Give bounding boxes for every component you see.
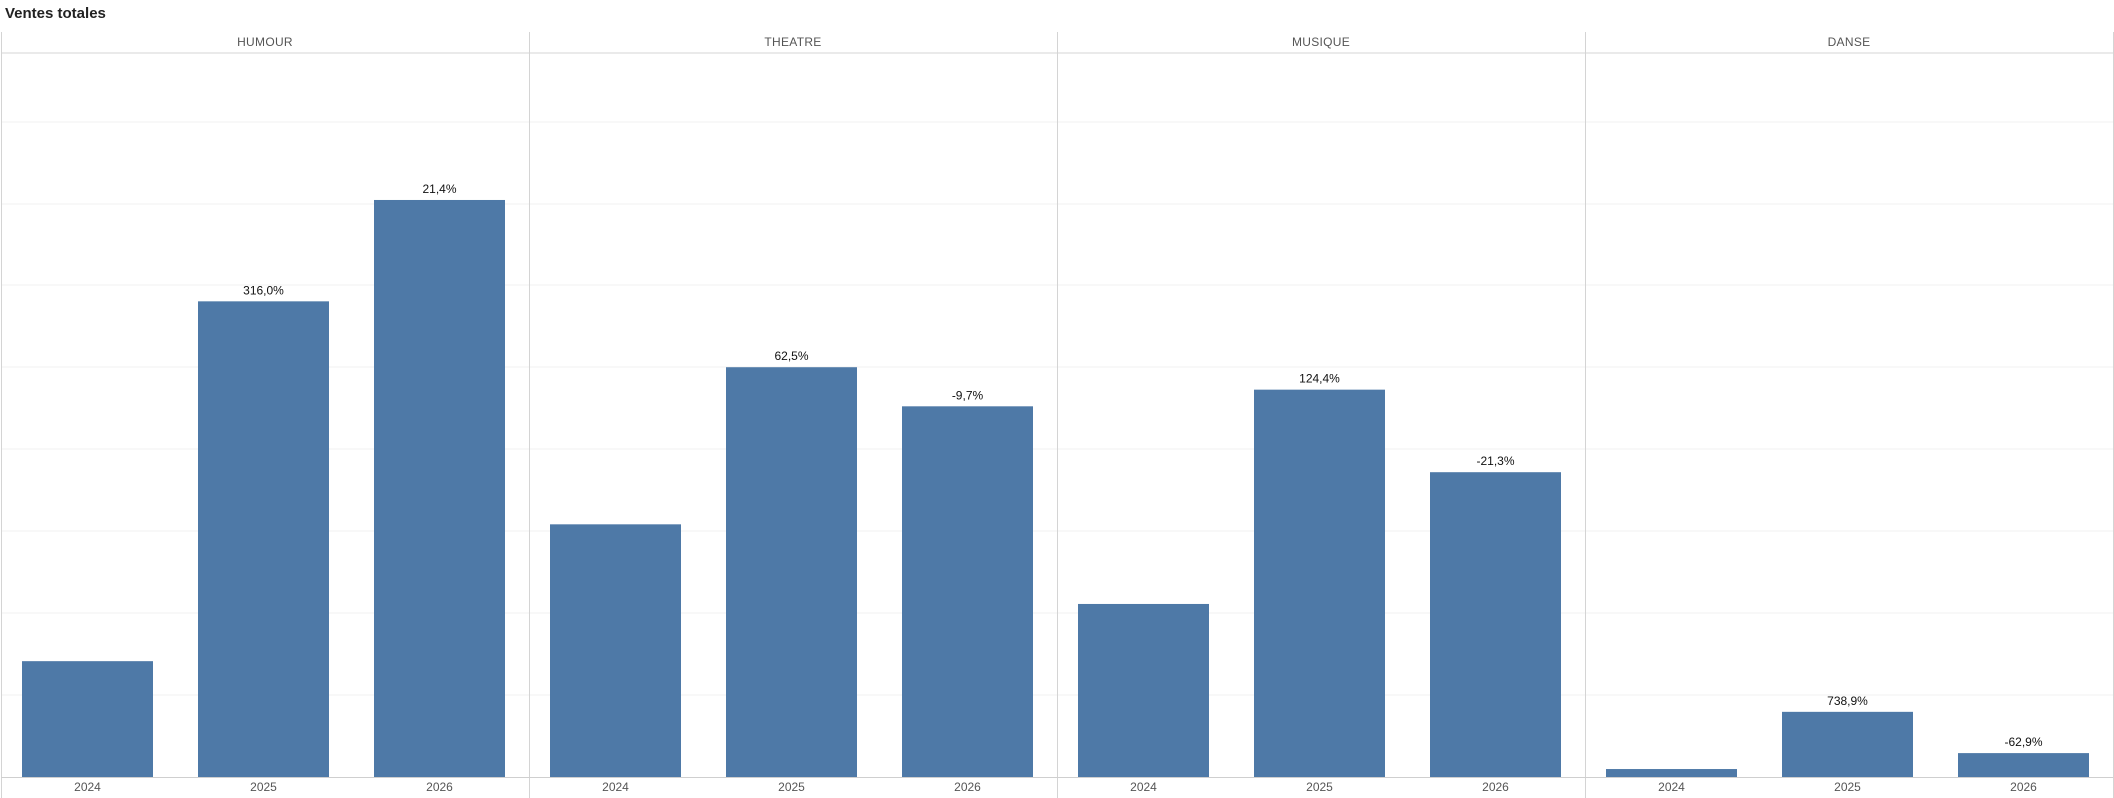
bar bbox=[902, 406, 1033, 777]
data-label: 124,4% bbox=[1299, 372, 1340, 386]
data-label: 738,9% bbox=[1827, 694, 1868, 708]
bar bbox=[1430, 472, 1561, 777]
x-tick-label: 2024 bbox=[1130, 780, 1157, 794]
x-tick-label: 2024 bbox=[74, 780, 101, 794]
x-tick-label: 2026 bbox=[426, 780, 453, 794]
x-tick-label: 2026 bbox=[954, 780, 981, 794]
x-tick-label: 2025 bbox=[1306, 780, 1333, 794]
data-label: 21,4% bbox=[422, 182, 456, 196]
panel-danse: DANSE 2024 738,9% 2025 -62,9% 2026 bbox=[1606, 35, 2089, 794]
bar bbox=[550, 524, 681, 777]
panel-humour: HUMOUR 2024 316,0% 2025 21,4% 2026 bbox=[22, 35, 505, 794]
chart-title: Ventes totales bbox=[5, 5, 106, 22]
bar bbox=[1782, 711, 1913, 777]
category-header: THEATRE bbox=[764, 35, 821, 49]
bar bbox=[22, 661, 153, 777]
bar bbox=[1254, 389, 1385, 777]
bar bbox=[198, 301, 329, 777]
x-tick-label: 2026 bbox=[2010, 780, 2037, 794]
x-tick-label: 2024 bbox=[1658, 780, 1685, 794]
x-tick-label: 2025 bbox=[250, 780, 277, 794]
bar bbox=[1958, 753, 2089, 777]
x-tick-label: 2026 bbox=[1482, 780, 1509, 794]
category-header: HUMOUR bbox=[237, 35, 293, 49]
data-label: -21,3% bbox=[1476, 454, 1514, 468]
bar bbox=[726, 367, 857, 777]
x-tick-label: 2025 bbox=[1834, 780, 1861, 794]
x-tick-label: 2025 bbox=[778, 780, 805, 794]
panel-musique: MUSIQUE 2024 124,4% 2025 -21,3% 2026 bbox=[1078, 35, 1561, 794]
bar bbox=[1078, 603, 1209, 777]
x-tick-label: 2024 bbox=[602, 780, 629, 794]
panel-theatre: THEATRE 2024 62,5% 2025 -9,7% 2026 bbox=[550, 35, 1033, 794]
data-label: 62,5% bbox=[774, 349, 808, 363]
category-header: MUSIQUE bbox=[1292, 35, 1350, 49]
bar bbox=[1606, 769, 1737, 777]
data-label: 316,0% bbox=[243, 283, 284, 297]
category-header: DANSE bbox=[1828, 35, 1871, 49]
bar bbox=[374, 199, 505, 778]
data-label: -9,7% bbox=[952, 388, 984, 402]
data-label: -62,9% bbox=[2004, 735, 2042, 749]
